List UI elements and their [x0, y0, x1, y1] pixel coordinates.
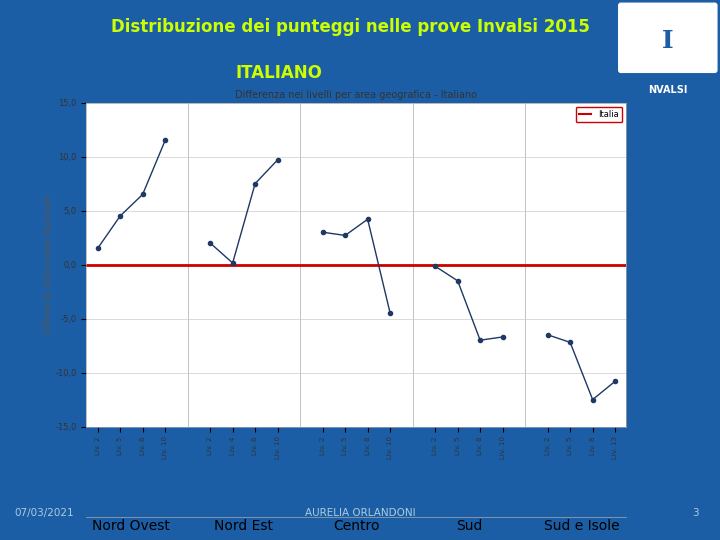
Legend: Italia: Italia — [576, 107, 622, 123]
Text: I: I — [662, 29, 674, 53]
Text: AURELIA ORLANDONI: AURELIA ORLANDONI — [305, 508, 415, 518]
Title: Differenza nei livelli per area geografica - Italiano: Differenza nei livelli per area geografi… — [235, 90, 477, 100]
Text: ITALIANO: ITALIANO — [235, 64, 322, 82]
Text: 07/03/2021: 07/03/2021 — [14, 508, 74, 518]
Text: NVALSI: NVALSI — [648, 85, 688, 94]
Y-axis label: Differenza dalla media Nazionale: Differenza dalla media Nazionale — [43, 195, 53, 334]
FancyBboxPatch shape — [618, 3, 717, 72]
Text: Distribuzione dei punteggi nelle prove Invalsi 2015: Distribuzione dei punteggi nelle prove I… — [112, 18, 590, 36]
Text: 3: 3 — [692, 508, 698, 518]
